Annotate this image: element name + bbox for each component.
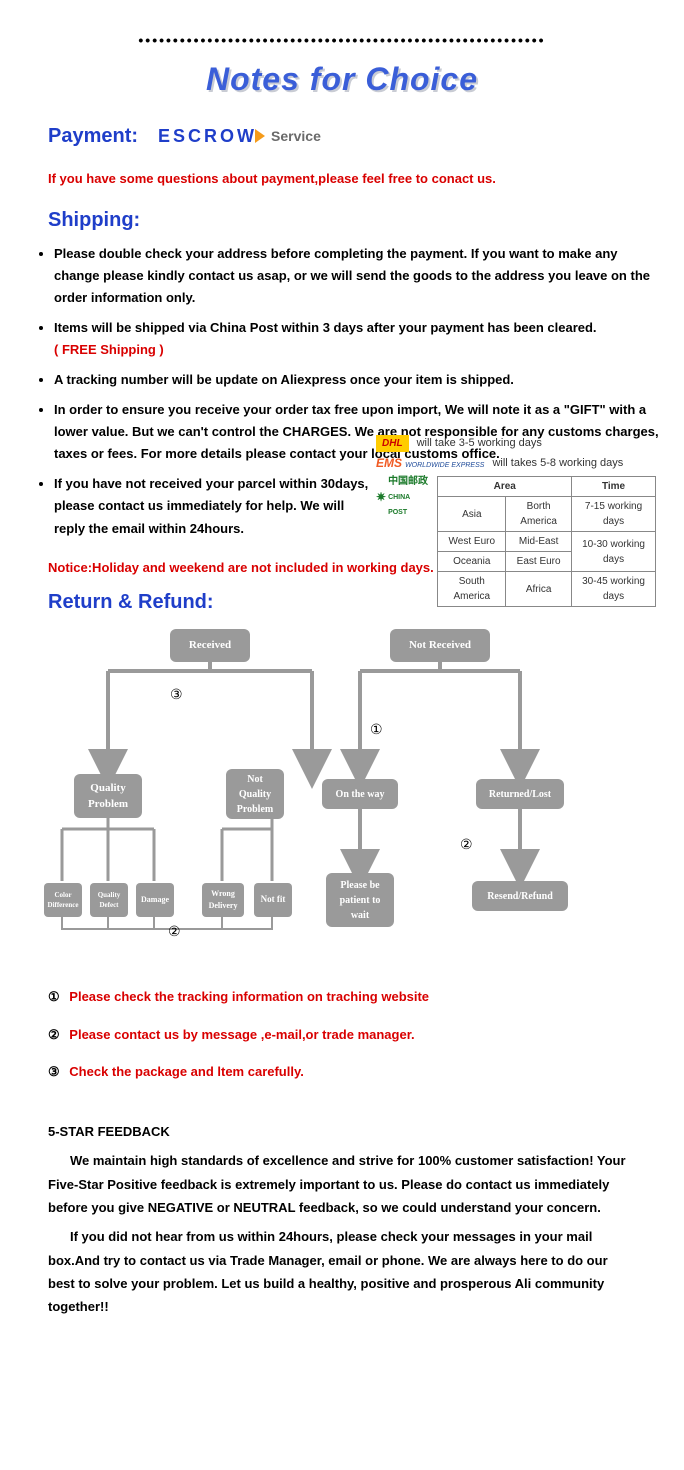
node-on-way: On the way [322,779,398,809]
feedback-heading: 5-STAR FEEDBACK [48,1122,636,1142]
area-cell: Asia [438,497,506,532]
chinapost-cn: 中国邮政 [388,476,428,487]
node-quality: Quality Problem [74,774,142,818]
area-cell: 30-45 working days [572,572,656,607]
area-cell: East Euro [506,552,572,572]
return-flowchart: Received Not Received ③ ① Quality Proble… [40,629,660,959]
feedback-section: 5-STAR FEEDBACK We maintain high standar… [48,1122,636,1319]
step-num-3: ③ [170,684,183,705]
time-header: Time [572,477,656,497]
decorative-dots: ••••••••••••••••••••••••••••••••••••••••… [20,30,664,51]
dhl-logo: DHL [376,435,409,452]
step-num-2a: ② [168,921,181,942]
legend-text: Check the package and ltem carefully. [69,1064,304,1079]
node-wrong: Wrong Delivery [202,883,244,917]
node-returned: Returned/Lost [476,779,564,809]
legend-num: ① [48,989,60,1004]
chinapost-logo: ✷ 中国邮政 CHINA POST [376,474,429,519]
area-cell: West Euro [438,532,506,552]
dhl-note: will take 3-5 working days [417,435,542,452]
legend-item: ③ Check the package and ltem carefully. [48,1062,664,1082]
feedback-p1: We maintain high standards of excellence… [48,1149,636,1219]
shipping-item-text: Items will be shipped via China Post wit… [54,320,597,335]
legend-num: ③ [48,1064,60,1079]
area-header: Area [438,477,572,497]
area-cell: 10-30 working days [572,532,656,572]
shipping-item: Items will be shipped via China Post wit… [54,317,664,361]
shipping-item: A tracking number will be update on Alie… [54,369,664,391]
payment-note: If you have some questions about payment… [48,169,664,189]
legend-text: Please check the tracking information on… [69,989,429,1004]
escrow-logo: ESCROW [158,123,257,150]
feedback-p2: If you did not hear from us within 24hou… [48,1225,636,1319]
ems-note: will takes 5-8 working days [492,455,623,472]
area-cell: South America [438,572,506,607]
area-cell: Africa [506,572,572,607]
step-num-1: ① [370,719,383,740]
node-received: Received [170,629,250,662]
area-cell: 7-15 working days [572,497,656,532]
chinapost-en: CHINA POST [388,494,410,516]
area-cell: Oceania [438,552,506,572]
node-quality-defect: Quality Defect [90,883,128,917]
node-resend: Resend/Refund [472,881,568,911]
area-table: Area Time Asia Borth America 7-15 workin… [437,476,656,607]
node-wait: Please be patient to wait [326,873,394,927]
ems-logo: EMS [376,456,402,470]
free-shipping-label: ( FREE Shipping ) [54,342,164,357]
shipping-side-panel: DHL will take 3-5 working days EMS WORLD… [376,433,656,610]
shipping-item: Please double check your address before … [54,243,664,309]
legend-text: Please contact us by message ,e-mail,or … [69,1027,414,1042]
legend-num: ② [48,1027,60,1042]
ems-sub: WORLDWIDE EXPRESS [405,462,484,469]
node-damage: Damage [136,883,174,917]
node-not-quality: Not Quality Problem [226,769,284,819]
page-title: Notes for Choice [20,55,664,103]
legend: ① Please check the tracking information … [48,987,664,1082]
escrow-arrow-icon [255,129,265,143]
node-color-diff: Color Difference [44,883,82,917]
area-cell: Borth America [506,497,572,532]
shipping-heading: Shipping: [48,205,664,235]
legend-item: ② Please contact us by message ,e-mail,o… [48,1025,664,1045]
node-not-fit: Not fit [254,883,292,917]
area-cell: Mid-East [506,532,572,552]
legend-item: ① Please check the tracking information … [48,987,664,1007]
payment-heading: Payment: [48,121,138,151]
node-not-received: Not Received [390,629,490,662]
step-num-2b: ② [460,834,473,855]
escrow-service-label: Service [271,126,321,147]
